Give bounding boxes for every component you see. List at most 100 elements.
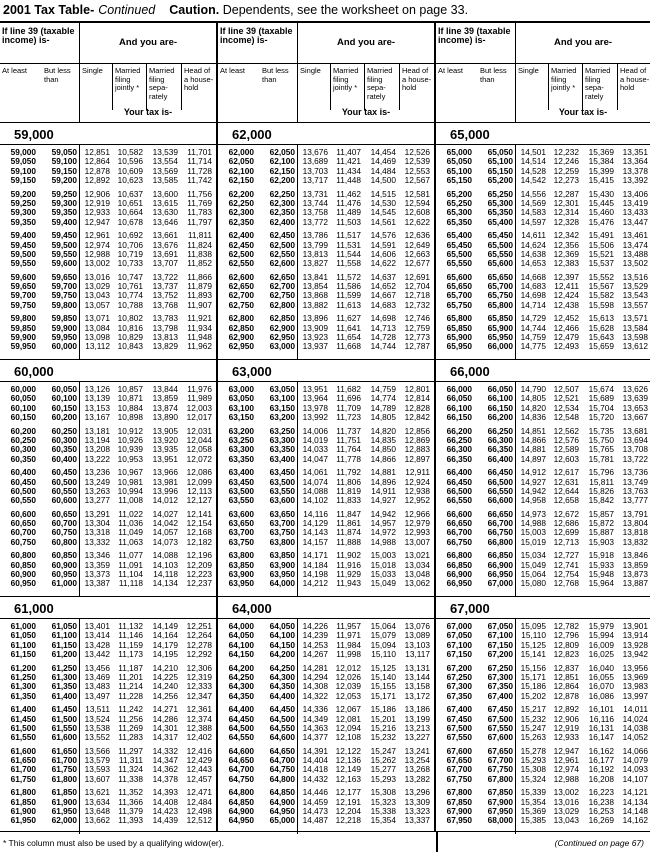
tax-head-of-household: 13,956	[622, 662, 648, 673]
tax-married-separately: 15,277	[370, 764, 396, 775]
table-row: 67,050 67,100 15,110 12,796 15,994 13,914	[436, 630, 650, 640]
at-least: 63,950	[228, 578, 254, 589]
tax-married-jointly: 12,246	[553, 156, 579, 167]
tax-married-separately: 15,552	[588, 271, 614, 282]
table-row: 65,900 65,950 14,759 12,479 15,643 13,598	[436, 332, 650, 343]
tax-single: 14,958	[520, 495, 546, 506]
tax-head-of-household: 11,976	[187, 384, 212, 394]
row-group: 63,200 63,250 14,006 11,737 14,820 12,856 63,2…	[218, 425, 434, 465]
but-less-than: 65,850	[487, 313, 513, 324]
tax-single: 14,790	[520, 384, 546, 394]
table-row: 64,800 64,850 14,446 12,177 15,308 13,296	[218, 787, 434, 798]
tax-married-separately: 14,820	[370, 425, 396, 436]
tax-single: 14,129	[302, 518, 328, 529]
single-header: Single	[515, 64, 549, 110]
table-row: 65,600 65,650 14,668 12,397 15,552 13,516	[436, 271, 650, 282]
tax-single: 14,866	[520, 434, 546, 445]
at-least: 60,850	[10, 559, 36, 570]
tax-married-separately: 14,469	[370, 156, 396, 167]
tax-married-jointly: 10,939	[117, 444, 143, 455]
table-row: 66,150 66,200 14,836 12,548 15,720 13,667	[436, 412, 650, 422]
tax-married-jointly: 12,754	[553, 569, 579, 580]
header-row: If line 39 (taxable income) is- And you a…	[436, 23, 650, 64]
tax-married-separately: 13,829	[152, 341, 178, 352]
but-less-than: 65,600	[487, 258, 513, 269]
tax-single: 12,974	[84, 239, 110, 250]
table-row: 59,450 59,500 12,974 10,706 13,676 11,824	[0, 239, 216, 250]
row-group: 67,200 67,250 15,156 12,837 16,040 13,956 67,2…	[436, 662, 650, 702]
at-least: 66,950	[446, 578, 472, 589]
table-row: 64,600 64,650 14,391 12,122 15,247 13,241	[218, 746, 434, 756]
tax-single: 15,034	[520, 550, 546, 561]
table-row: 62,500 62,550 13,813 11,544 14,606 12,663	[218, 249, 434, 259]
but-less-than: 60,500	[51, 476, 77, 487]
tax-single: 13,208	[84, 444, 110, 455]
tax-head-of-household: 14,148	[622, 806, 648, 817]
but-less-than: 59,350	[51, 207, 77, 218]
tax-single: 14,349	[302, 713, 328, 724]
tax-single: 15,064	[520, 569, 546, 580]
at-least: 60,150	[10, 412, 36, 423]
tax-head-of-household: 11,989	[187, 393, 212, 404]
at-least: 60,350	[10, 453, 36, 464]
tax-head-of-household: 13,694	[622, 434, 648, 445]
tax-married-jointly: 11,503	[336, 216, 361, 227]
filing-status-header: And you are-	[297, 23, 434, 64]
but-less-than: 63,250	[269, 425, 295, 436]
table-row: 66,550 66,600 14,958 12,658 15,842 13,777	[436, 495, 650, 506]
tax-single: 13,703	[302, 165, 328, 176]
tax-married-jointly: 10,843	[117, 341, 143, 352]
tax-married-separately: 14,332	[152, 745, 178, 756]
tax-married-jointly: 11,173	[118, 649, 143, 660]
column-divider	[515, 382, 516, 596]
at-least: 62,600	[228, 271, 254, 282]
tax-head-of-household: 11,866	[187, 271, 212, 282]
table-row: 64,750 64,800 14,432 12,163 15,293 13,282	[218, 774, 434, 784]
table-row: 63,150 63,200 13,992 11,723 14,805 12,842	[218, 412, 434, 422]
tax-married-separately: 15,750	[588, 434, 614, 445]
tax-married-jointly: 12,562	[553, 425, 579, 436]
at-least: 67,800	[446, 787, 472, 798]
tax-single: 12,892	[84, 175, 110, 186]
tax-head-of-household: 13,942	[622, 649, 648, 660]
but-less-than: 61,400	[51, 690, 77, 701]
but-less-than: 60,700	[51, 518, 77, 529]
at-least: 62,200	[228, 188, 254, 199]
tax-married-separately: 15,781	[588, 453, 614, 464]
but-less-than: 64,900	[269, 796, 295, 807]
but-less-than: 60,300	[51, 434, 77, 445]
tax-head-of-household: 13,117	[405, 649, 430, 660]
table-row: 63,350 63,400 14,047 11,778 14,866 12,897	[218, 454, 434, 464]
tax-married-jointly: 11,586	[336, 281, 361, 292]
at-least: 61,000	[10, 621, 36, 631]
tax-married-separately: 13,661	[152, 230, 178, 241]
but-less-than: 65,950	[487, 332, 513, 343]
table-row: 61,600 61,650 13,566 11,297 14,332 12,416	[0, 745, 216, 756]
tax-married-separately: 15,796	[588, 467, 614, 478]
tax-married-separately: 15,964	[588, 578, 614, 589]
tax-head-of-household: 13,351	[622, 147, 648, 157]
tax-single: 15,263	[520, 732, 546, 743]
tax-head-of-household: 12,801	[404, 384, 430, 394]
tax-married-separately: 16,055	[588, 671, 614, 682]
tax-married-separately: 14,240	[152, 681, 178, 692]
tax-married-jointly: 12,493	[553, 341, 579, 352]
block-rows: 62,000 62,050 13,676 11,407 14,454 12,526 62,0…	[218, 145, 434, 359]
at-least: 63,650	[228, 518, 254, 529]
table-row: 62,000 62,050 13,676 11,407 14,454 12,526	[218, 147, 434, 157]
but-less-than: 67,350	[487, 681, 513, 692]
table-row: 63,050 63,100 13,964 11,696 14,774 12,814	[218, 393, 434, 403]
income-block: 65,000 65,000 65,050 14,501 12,232 15,369 13,3…	[436, 123, 650, 360]
tax-married-jointly: 12,411	[554, 281, 579, 292]
tax-single: 13,126	[84, 384, 110, 394]
tax-head-of-household: 11,728	[187, 165, 212, 176]
tax-married-separately: 14,484	[370, 165, 396, 176]
table-row: 66,650 66,700 14,988 12,686 15,872 13,804	[436, 518, 650, 528]
but-less-than: 61,750	[51, 764, 77, 775]
tax-single: 14,569	[520, 197, 546, 208]
tax-married-separately: 14,301	[152, 722, 178, 733]
but-less-than: 64,850	[269, 787, 295, 798]
tax-single: 13,731	[302, 188, 328, 199]
but-less-than: 64,600	[269, 732, 295, 743]
tax-single: 12,851	[84, 147, 110, 157]
